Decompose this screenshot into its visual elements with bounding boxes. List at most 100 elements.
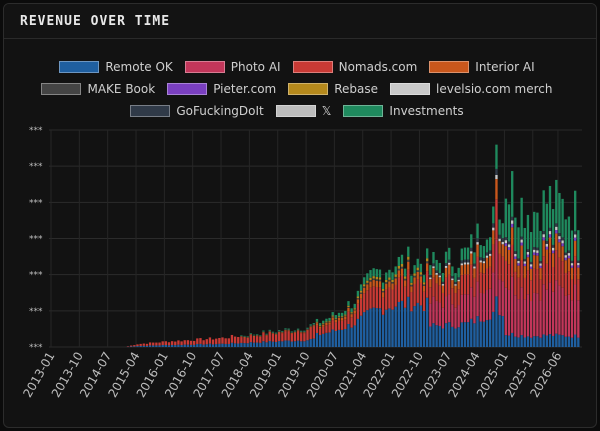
legend-item-7[interactable]: levelsio.com merch [390, 82, 553, 96]
bar-segment [492, 227, 495, 231]
bar-segment [281, 331, 284, 333]
bar-segment [300, 332, 303, 334]
bar-segment [429, 326, 432, 347]
bar-segment [315, 323, 319, 326]
legend-label-7: levelsio.com merch [436, 82, 553, 96]
bar-segment [381, 282, 385, 290]
bar-segment [558, 192, 561, 234]
bar-segment [334, 319, 338, 323]
bar-segment [287, 328, 290, 330]
bar-segment [350, 312, 353, 314]
legend-item-9[interactable]: 𝕏 [275, 104, 331, 118]
bar-segment [328, 332, 331, 347]
bar-segment [514, 256, 517, 260]
bar-segment [356, 299, 360, 304]
bar-segment [262, 330, 265, 332]
bar-segment [438, 277, 441, 286]
bar-segment [290, 333, 293, 342]
bar-segment [451, 288, 454, 305]
bar-segment [334, 319, 338, 320]
bar-segment [435, 259, 438, 271]
bar-segment [268, 340, 271, 347]
bar-segment [394, 276, 397, 279]
bar-segment [520, 239, 523, 243]
bar-segment [533, 249, 536, 253]
bar-segment [224, 338, 227, 344]
bar-segment [548, 185, 552, 228]
legend-item-5[interactable]: Pieter.com [167, 82, 276, 96]
bar-segment [454, 293, 457, 308]
legend-item-3[interactable]: Interior AI [429, 60, 535, 74]
bar-segment [265, 334, 268, 336]
chart-card: REVENUE OVER TIME [3, 3, 597, 428]
bar-segment [526, 254, 530, 258]
bar-segment [419, 276, 423, 283]
bar-segment [570, 300, 574, 338]
legend-item-1[interactable]: Photo AI [184, 60, 281, 74]
bar-segment [148, 345, 152, 347]
bar-segment [422, 311, 426, 347]
bar-segment [410, 292, 413, 312]
bar-segment [359, 298, 363, 316]
legend-item-0[interactable]: Remote OK [59, 60, 173, 74]
bar-segment [287, 340, 290, 347]
bar-segment [152, 342, 155, 346]
bar-segment [529, 337, 533, 347]
bar-segment [410, 286, 413, 293]
bar-segment [479, 272, 482, 293]
bar-segment [526, 251, 530, 255]
bar-segment [407, 259, 410, 262]
bar-segment [281, 341, 284, 347]
bar-segment [388, 279, 391, 282]
bar-segment [328, 324, 331, 333]
bar-segment [476, 223, 479, 239]
legend-item-2[interactable]: Nomads.com [292, 60, 417, 74]
bar-segment [536, 247, 539, 251]
bar-segment [564, 336, 567, 347]
legend-item-4[interactable]: MAKE Book [41, 82, 155, 96]
bar-segment [290, 331, 293, 333]
bar-segment [344, 315, 347, 317]
bar-segment [363, 284, 366, 287]
bar-segment [523, 263, 526, 267]
bar-segment [375, 269, 378, 277]
bar-segment [539, 268, 542, 280]
legend-swatch-3 [429, 61, 470, 73]
legend-item-10[interactable]: Investments [343, 104, 464, 118]
bar-segment [426, 258, 429, 262]
bar-segment [262, 341, 265, 347]
bar-segment [363, 287, 366, 294]
bar-segment [526, 336, 530, 347]
bar-segment [325, 318, 328, 322]
bar-segment [577, 262, 580, 266]
bar-segment [567, 250, 571, 254]
bar-segment [252, 336, 256, 343]
bar-segment [369, 270, 372, 278]
bar-segment [561, 198, 564, 238]
bar-segment [567, 294, 571, 337]
bar-segment [347, 307, 350, 312]
bar-segment [255, 334, 259, 336]
bar-segment [492, 230, 495, 245]
bar-segment [432, 296, 435, 324]
bar-segment [539, 279, 542, 301]
bar-segment [460, 260, 463, 264]
bar-segment [142, 345, 145, 347]
bar-segment [322, 324, 325, 325]
bar-segment [177, 340, 180, 345]
legend-item-8[interactable]: GoFuckingDoIt [130, 104, 264, 118]
bar-segment [359, 290, 363, 293]
bar-segment [501, 223, 504, 239]
bar-segment [485, 255, 489, 258]
bar-segment [174, 345, 177, 347]
bar-segment [306, 329, 309, 331]
legend-item-6[interactable]: Rebase [288, 82, 378, 96]
bar-segment [498, 238, 501, 242]
bar-segment [287, 331, 290, 341]
bar-segment [463, 247, 467, 260]
bar-segment [350, 313, 353, 315]
bar-segment [416, 267, 419, 271]
bar-segment [331, 316, 334, 318]
bar-segment [356, 303, 360, 319]
bar-segment [551, 209, 555, 245]
